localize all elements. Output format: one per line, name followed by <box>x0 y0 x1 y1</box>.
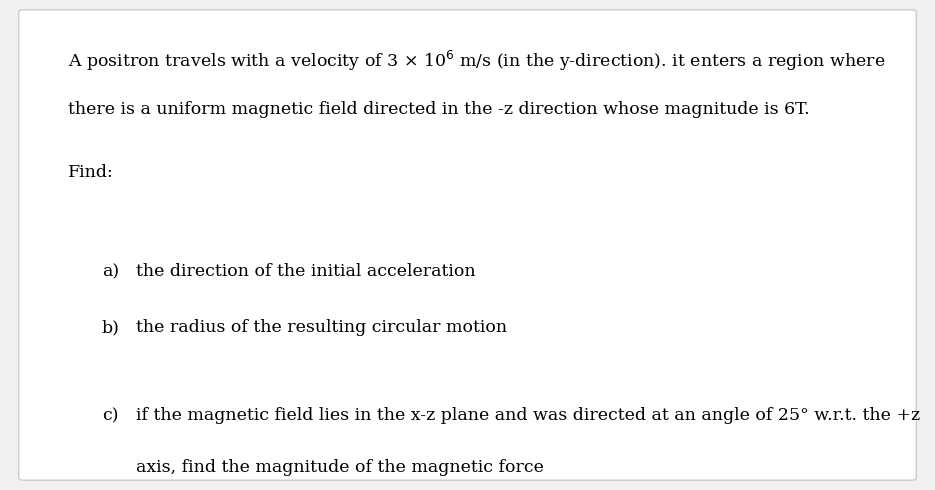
Text: c): c) <box>102 407 119 424</box>
Text: axis, find the magnitude of the magnetic force: axis, find the magnitude of the magnetic… <box>137 459 544 476</box>
Text: Find:: Find: <box>67 164 113 181</box>
Text: the direction of the initial acceleration: the direction of the initial acceleratio… <box>137 263 476 280</box>
Text: a): a) <box>102 263 119 280</box>
Text: A positron travels with a velocity of 3 × 10$^6$ m/s (in the y-direction). it en: A positron travels with a velocity of 3 … <box>67 49 885 73</box>
Text: there is a uniform magnetic field directed in the -z direction whose magnitude i: there is a uniform magnetic field direct… <box>67 101 809 118</box>
Text: b): b) <box>102 319 120 336</box>
Text: if the magnetic field lies in the x-z plane and was directed at an angle of 25° : if the magnetic field lies in the x-z pl… <box>137 407 920 424</box>
Text: the radius of the resulting circular motion: the radius of the resulting circular mot… <box>137 319 508 336</box>
